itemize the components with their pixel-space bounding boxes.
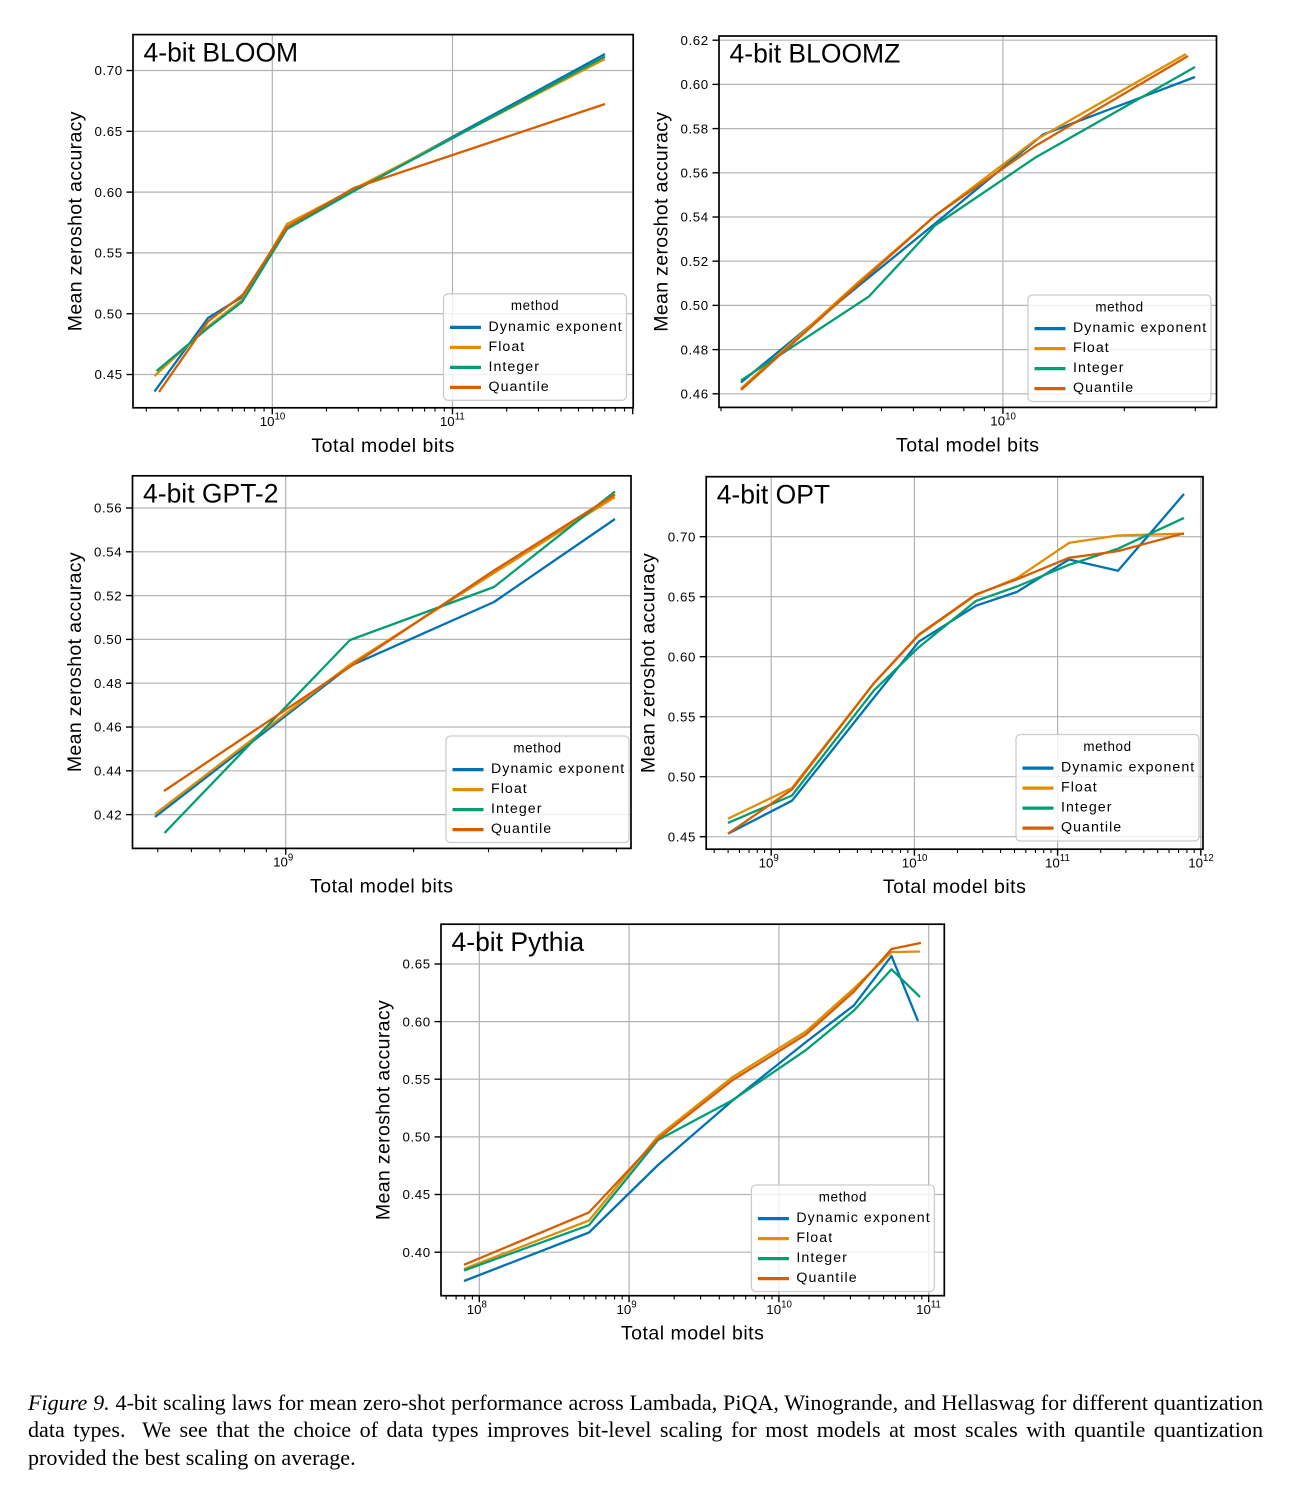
svg-text:0.40: 0.40 — [403, 1245, 431, 1260]
svg-text:0.46: 0.46 — [681, 387, 709, 402]
svg-text:Mean zeroshot accuracy: Mean zeroshot accuracy — [373, 1000, 395, 1220]
svg-text:1011: 1011 — [1045, 853, 1070, 870]
svg-text:1010: 1010 — [260, 412, 286, 429]
svg-text:1010: 1010 — [766, 1300, 792, 1317]
svg-text:4-bit BLOOMZ: 4-bit BLOOMZ — [730, 39, 901, 69]
svg-text:0.70: 0.70 — [668, 529, 696, 544]
svg-text:Float: Float — [489, 339, 526, 355]
svg-text:0.52: 0.52 — [94, 588, 122, 603]
svg-text:Integer: Integer — [796, 1250, 848, 1266]
svg-text:Quantile: Quantile — [1061, 820, 1122, 836]
svg-text:0.48: 0.48 — [94, 676, 122, 691]
svg-text:Total model bits: Total model bits — [621, 1323, 764, 1345]
svg-text:Float: Float — [796, 1230, 833, 1246]
svg-text:0.55: 0.55 — [95, 246, 123, 261]
svg-text:0.70: 0.70 — [95, 63, 123, 78]
svg-text:0.46: 0.46 — [94, 720, 122, 735]
svg-text:Integer: Integer — [491, 801, 543, 817]
svg-text:0.62: 0.62 — [681, 33, 709, 48]
svg-text:1011: 1011 — [916, 1300, 941, 1317]
svg-text:0.44: 0.44 — [94, 764, 122, 779]
svg-text:Mean zeroshot accuracy: Mean zeroshot accuracy — [64, 552, 86, 772]
svg-text:Mean zeroshot accuracy: Mean zeroshot accuracy — [638, 553, 660, 773]
svg-text:0.45: 0.45 — [403, 1187, 431, 1202]
svg-text:Total model bits: Total model bits — [883, 876, 1026, 898]
svg-text:Float: Float — [1061, 780, 1098, 796]
svg-text:0.50: 0.50 — [681, 298, 709, 313]
svg-text:0.65: 0.65 — [95, 124, 123, 139]
svg-text:1012: 1012 — [1188, 853, 1214, 870]
svg-text:0.50: 0.50 — [668, 769, 696, 784]
svg-text:0.50: 0.50 — [94, 632, 122, 647]
svg-text:4-bit BLOOM: 4-bit BLOOM — [144, 37, 299, 67]
svg-text:method: method — [513, 740, 561, 755]
svg-text:Total model bits: Total model bits — [896, 434, 1039, 456]
svg-text:0.45: 0.45 — [668, 829, 696, 844]
svg-text:Dynamic exponent: Dynamic exponent — [1073, 320, 1207, 336]
svg-text:0.48: 0.48 — [681, 342, 709, 357]
svg-text:0.60: 0.60 — [681, 77, 709, 92]
svg-text:method: method — [511, 298, 559, 313]
svg-text:0.52: 0.52 — [681, 254, 709, 269]
svg-text:method: method — [1095, 299, 1143, 314]
svg-text:0.56: 0.56 — [681, 166, 709, 181]
svg-text:Dynamic exponent: Dynamic exponent — [1061, 760, 1195, 776]
svg-text:0.60: 0.60 — [403, 1014, 431, 1029]
svg-text:Integer: Integer — [1073, 360, 1125, 376]
svg-text:0.55: 0.55 — [668, 709, 696, 724]
svg-text:Quantile: Quantile — [1073, 380, 1134, 396]
svg-text:method: method — [819, 1189, 867, 1204]
svg-text:Quantile: Quantile — [491, 821, 552, 837]
svg-text:Mean zeroshot accuracy: Mean zeroshot accuracy — [65, 111, 87, 331]
svg-text:0.42: 0.42 — [94, 807, 122, 822]
svg-text:109: 109 — [273, 852, 293, 869]
svg-text:Quantile: Quantile — [489, 379, 550, 395]
svg-text:0.54: 0.54 — [94, 545, 122, 560]
svg-text:Float: Float — [491, 781, 528, 797]
svg-text:109: 109 — [617, 1300, 637, 1317]
svg-text:0.60: 0.60 — [668, 649, 696, 664]
svg-text:Dynamic exponent: Dynamic exponent — [796, 1210, 930, 1226]
svg-text:1010: 1010 — [902, 853, 928, 870]
svg-text:Dynamic exponent: Dynamic exponent — [491, 761, 625, 777]
svg-text:0.50: 0.50 — [95, 306, 123, 321]
svg-text:Integer: Integer — [1061, 800, 1113, 816]
svg-text:Integer: Integer — [489, 359, 541, 375]
svg-text:0.50: 0.50 — [403, 1130, 431, 1145]
svg-text:4-bit GPT-2: 4-bit GPT-2 — [143, 479, 279, 509]
svg-text:0.58: 0.58 — [681, 121, 709, 136]
svg-text:0.60: 0.60 — [95, 185, 123, 200]
svg-text:Float: Float — [1073, 340, 1110, 356]
svg-text:0.55: 0.55 — [403, 1072, 431, 1087]
svg-text:method: method — [1083, 739, 1131, 754]
svg-text:109: 109 — [759, 853, 779, 870]
svg-text:4-bit OPT: 4-bit OPT — [717, 479, 830, 509]
svg-text:0.65: 0.65 — [668, 589, 696, 604]
svg-text:Total model bits: Total model bits — [311, 435, 454, 457]
svg-text:1010: 1010 — [990, 411, 1016, 428]
svg-text:Quantile: Quantile — [796, 1270, 857, 1286]
svg-text:108: 108 — [467, 1300, 487, 1317]
svg-text:1011: 1011 — [440, 412, 465, 429]
svg-text:Dynamic exponent: Dynamic exponent — [489, 319, 623, 335]
svg-text:0.54: 0.54 — [681, 210, 709, 225]
svg-text:0.56: 0.56 — [94, 501, 122, 516]
svg-text:Total model bits: Total model bits — [310, 875, 453, 897]
svg-text:0.45: 0.45 — [95, 367, 123, 382]
svg-text:0.65: 0.65 — [403, 957, 431, 972]
svg-text:4-bit Pythia: 4-bit Pythia — [452, 927, 585, 957]
svg-text:Mean zeroshot accuracy: Mean zeroshot accuracy — [651, 112, 673, 332]
